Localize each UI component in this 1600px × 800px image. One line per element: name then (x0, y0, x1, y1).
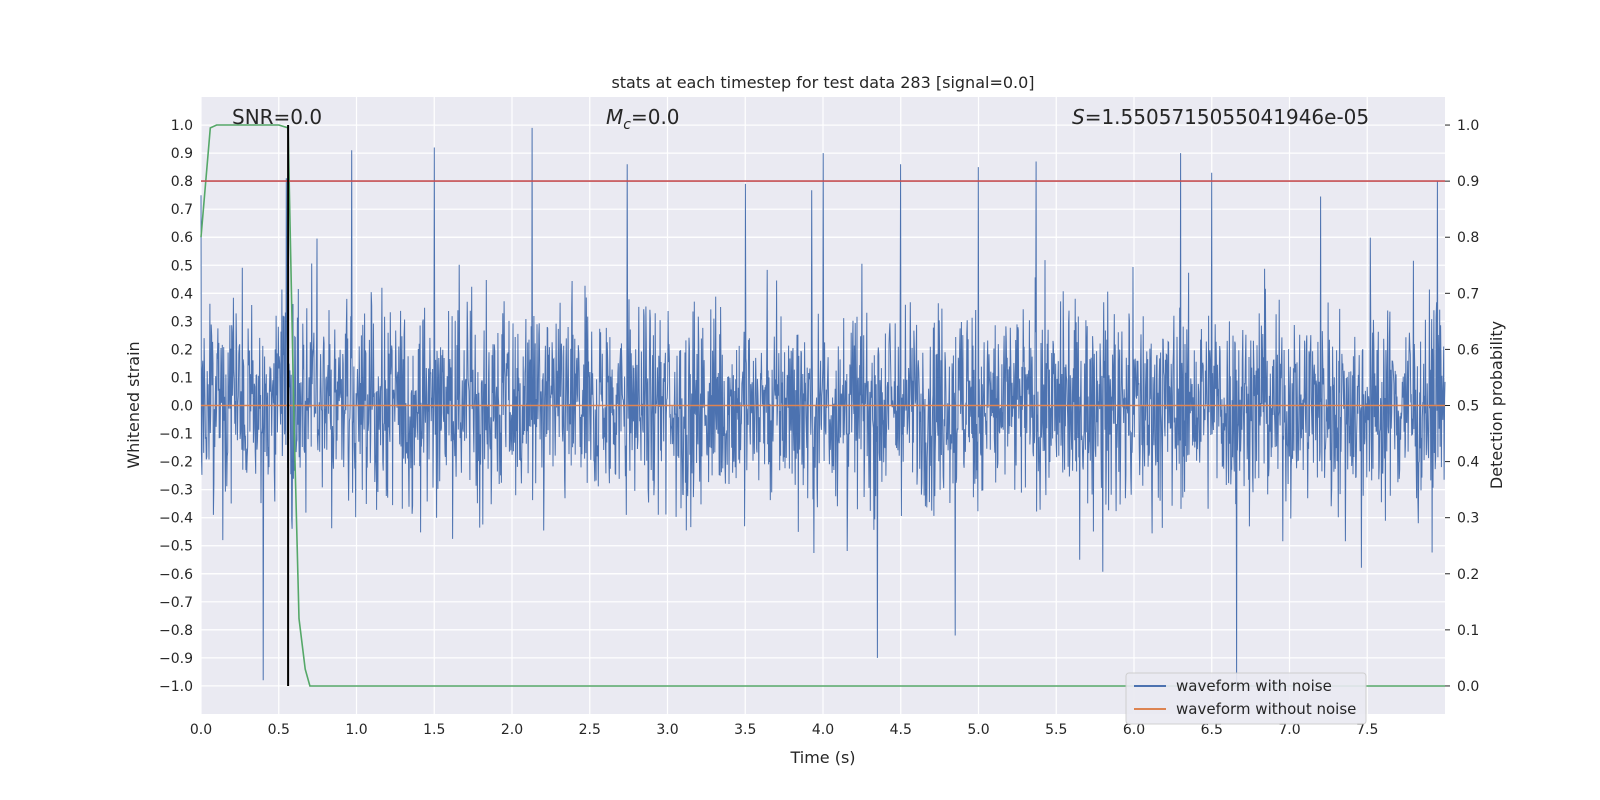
chirp-mass-annotation: Mc=0.0 (606, 105, 680, 133)
y2-tick-label: 0.8 (1457, 230, 1479, 246)
y2-tick-label: 0.2 (1457, 567, 1479, 583)
y-tick-label: 0.4 (171, 286, 193, 302)
y-tick-label: 0.6 (171, 230, 193, 246)
x-tick-label: 2.5 (579, 722, 601, 738)
y-tick-label: −0.1 (159, 427, 193, 443)
legend-box (1125, 672, 1367, 725)
axis-ticks: 0.0 0.5 1.0 1.5 2.0 2.5 3.0 3.5 4.0 4.5 5.0 5.5 6.0 6… (159, 118, 1479, 738)
snr-annotation: SNR=0.0 (232, 105, 322, 129)
y2-axis-label: Detection probability (1487, 321, 1506, 489)
x-tick-label: 4.5 (890, 722, 912, 738)
y2-tick-label: 0.7 (1457, 286, 1479, 302)
legend-label-noise: waveform with noise (1176, 677, 1332, 695)
x-axis-label: Time (s) (789, 748, 855, 767)
legend-label-clean: waveform without noise (1176, 700, 1356, 718)
x-tick-label: 5.5 (1045, 722, 1067, 738)
mc-symbol: M (606, 105, 623, 129)
y-tick-label: −0.4 (159, 511, 193, 527)
y-tick-label: 0.2 (171, 342, 193, 358)
mc-subscript: c (623, 117, 631, 133)
y-tick-label: 0.3 (171, 314, 193, 330)
x-tick-label: 0.0 (190, 722, 212, 738)
x-tick-label: 5.0 (967, 722, 989, 738)
y-tick-label: −0.3 (159, 483, 193, 499)
y-tick-label: −0.8 (159, 623, 193, 639)
y-tick-label: −0.7 (159, 595, 193, 611)
waveform-with-noise-series (200, 127, 1446, 687)
y-tick-label: −0.2 (159, 455, 193, 471)
y2-tick-label: 0.9 (1457, 174, 1479, 190)
y2-tick-label: 0.1 (1457, 623, 1479, 639)
waveform-with-noise-line (200, 127, 1446, 687)
x-tick-label: 6.5 (1201, 722, 1223, 738)
y-tick-label: −0.5 (159, 539, 193, 555)
x-tick-label: 4.0 (812, 722, 834, 738)
x-tick-label: 1.0 (345, 722, 367, 738)
y-tick-label: 0.8 (171, 174, 193, 190)
x-tick-label: 6.0 (1123, 722, 1145, 738)
overlay-lines (200, 124, 1445, 687)
x-tick-label: 7.0 (1278, 722, 1300, 738)
y-tick-label: 0.0 (171, 399, 193, 415)
y-tick-label: 0.1 (171, 370, 193, 386)
x-tick-label: 3.5 (734, 722, 756, 738)
y2-tick-label: 1.0 (1457, 118, 1479, 134)
y2-tick-label: 0.3 (1457, 511, 1479, 527)
x-tick-label: 2.0 (501, 722, 523, 738)
s-annotation: S=1.5505715055041946e-05 (1072, 105, 1369, 129)
s-symbol: S (1072, 105, 1085, 129)
x-tick-label: 3.0 (656, 722, 678, 738)
y-axis-label: Whitened strain (124, 341, 143, 468)
y2-tick-label: 0.4 (1457, 455, 1479, 471)
y2-tick-label: 0.5 (1457, 399, 1479, 415)
legend: waveform with noise waveform without noi… (1125, 672, 1367, 725)
chart-title: stats at each timestep for test data 283… (611, 73, 1034, 92)
x-tick-label: 1.5 (423, 722, 445, 738)
y-tick-label: 0.9 (171, 146, 193, 162)
detection-probability-line (200, 124, 1445, 687)
y2-tick-label: 0.6 (1457, 342, 1479, 358)
mc-value: =0.0 (631, 105, 680, 129)
y-tick-label: 0.7 (171, 202, 193, 218)
x-tick-label: 0.5 (268, 722, 290, 738)
y2-tick-label: 0.0 (1457, 679, 1479, 695)
y-tick-label: 0.5 (171, 258, 193, 274)
x-tick-label: 7.5 (1356, 722, 1378, 738)
s-value: =1.5505715055041946e-05 (1085, 105, 1369, 129)
y-tick-label: −0.9 (159, 651, 193, 667)
y-tick-label: −1.0 (159, 679, 193, 695)
y-tick-label: −0.6 (159, 567, 193, 583)
y-tick-label: 1.0 (171, 118, 193, 134)
